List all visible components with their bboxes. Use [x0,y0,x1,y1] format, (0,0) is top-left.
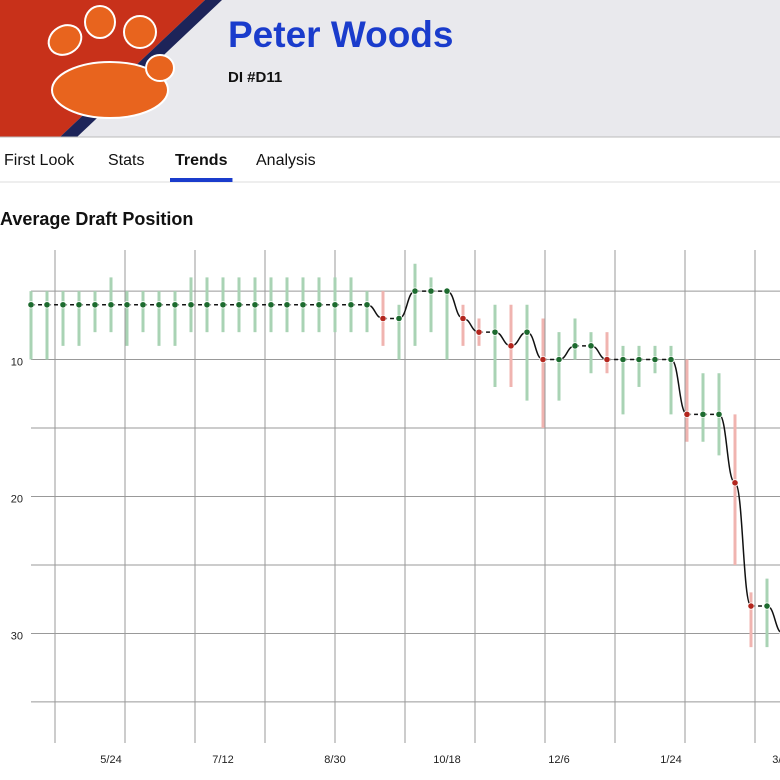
adp-point [139,301,147,309]
adp-point [443,287,451,295]
x-tick-label: 1/24 [660,754,681,766]
adp-point [203,301,211,309]
adp-point [315,301,323,309]
adp-line [718,413,736,484]
adp-point [59,301,67,309]
tab[interactable]: Stats [108,152,144,169]
tabs: First Look Stats Trends Analysis [4,152,316,182]
adp-point [379,314,387,323]
tab[interactable]: Trends [175,152,228,169]
adp-point [251,301,259,309]
adp-point [555,355,563,364]
tab[interactable]: First Look [4,152,75,169]
adp-point [187,301,195,309]
x-tick-label: 12/6 [548,754,569,766]
y-tick-label: 20 [11,493,23,505]
player-id: DI #D11 [228,69,282,86]
adp-point [475,328,483,336]
adp-point [43,301,51,309]
adp-point [235,301,243,309]
adp-point [27,301,35,309]
adp-point [411,287,419,295]
x-tick-label: 5/24 [100,754,121,766]
adp-point [123,301,131,309]
adp-point [651,355,659,364]
chart-title: Average Draft Position [0,209,193,229]
adp-line [734,482,752,607]
x-tick-label: 3/14 [772,754,780,766]
adp-point [635,355,643,364]
x-tick-label: 10/18 [433,754,461,766]
adp-point [155,301,163,309]
adp-point [699,410,707,418]
adp-point [331,301,339,309]
adp-point [299,301,307,309]
y-tick-label: 30 [11,630,23,642]
adp-point [427,287,435,295]
adp-point [219,301,227,309]
adp-point [171,301,179,309]
adp-line [766,605,780,633]
adp-point [619,355,627,364]
adp-point [715,410,723,418]
tab[interactable]: Analysis [256,152,316,169]
adp-point [267,301,275,309]
adp-point [75,301,83,309]
adp-point [539,355,547,364]
adp-point [523,328,531,336]
adp-point [347,301,355,309]
adp-point [283,301,291,309]
adp-point [363,301,371,309]
adp-point [747,602,755,610]
adp-point [667,355,675,364]
adp-point [571,342,579,350]
player-name: Peter Woods [228,14,453,55]
adp-point [731,479,739,487]
adp-point [395,314,403,323]
adp-point [491,328,499,336]
x-tick-label: 8/30 [324,754,345,766]
y-tick-label: 10 [11,356,23,368]
x-tick-label: 7/12 [212,754,233,766]
adp-point [603,355,611,364]
active-tab-underline [170,178,233,182]
adp-point [107,301,115,309]
paw-logo [47,5,175,119]
adp-line [446,290,464,320]
adp-point [763,602,771,610]
adp-point [683,410,691,418]
adp-line [526,331,544,361]
plot: 10 20 30 5/24 7/12 8/30 10/18 12/6 1/24 3/14 [11,250,780,766]
adp-point [91,301,99,309]
adp-point [587,342,595,350]
adp-point [507,342,515,350]
adp-line [398,290,416,320]
adp-point [459,314,467,323]
